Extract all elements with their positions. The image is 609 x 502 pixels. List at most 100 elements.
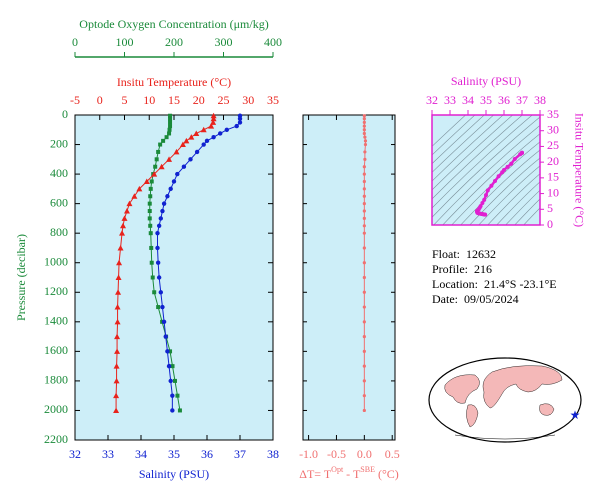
data-point	[362, 202, 366, 206]
isopycnal	[514, 198, 540, 225]
x-axis-title: Salinity (PSU)	[451, 74, 521, 88]
ts-point	[512, 157, 517, 161]
data-point	[362, 120, 366, 124]
data-point	[160, 304, 165, 310]
data-point	[362, 305, 366, 309]
data-point	[113, 407, 120, 413]
data-point	[234, 123, 239, 129]
data-point	[172, 378, 177, 383]
data-point	[362, 261, 366, 265]
x-tick-label: 15	[168, 93, 180, 107]
x-axis-title-part: SBE	[360, 465, 375, 474]
x-tick-label: 37	[234, 447, 246, 461]
data-point	[362, 128, 366, 132]
data-point	[113, 377, 120, 384]
data-point	[156, 223, 162, 228]
data-point	[156, 275, 162, 280]
y-tick-label: 15	[547, 170, 559, 184]
data-point	[152, 290, 157, 295]
data-point	[210, 112, 217, 119]
ts-point	[509, 161, 514, 166]
isopycnal	[433, 125, 540, 225]
data-point	[163, 334, 168, 339]
data-point	[363, 157, 367, 161]
y-tick-label: 200	[50, 136, 68, 150]
x-tick-label: 32	[69, 447, 81, 461]
data-point	[121, 215, 128, 221]
data-point	[148, 186, 153, 191]
data-point	[166, 363, 172, 369]
data-point	[362, 349, 366, 353]
data-point	[170, 408, 175, 413]
x-tick-label: 100	[116, 35, 134, 49]
data-point	[171, 179, 177, 184]
data-point	[170, 393, 175, 398]
y-tick-label: 2000	[44, 402, 68, 416]
ts-point	[489, 183, 494, 188]
isopycnal	[442, 133, 540, 225]
isopycnal	[460, 149, 540, 225]
data-point	[362, 172, 366, 176]
data-point	[165, 194, 170, 199]
isopycnal	[432, 115, 514, 191]
data-point	[194, 149, 200, 155]
data-point	[362, 231, 366, 235]
x-tick-label: 34	[462, 93, 474, 107]
isopycnal	[432, 115, 467, 147]
x-tick-label: -5	[70, 93, 80, 107]
data-point	[155, 260, 161, 265]
data-point	[155, 230, 160, 236]
data-point	[115, 274, 122, 280]
isopycnal	[505, 189, 540, 225]
data-point	[114, 304, 121, 310]
data-point	[168, 378, 173, 384]
isopycnal	[432, 115, 523, 200]
data-point	[115, 289, 122, 295]
float-info-line: Float: 12632	[432, 247, 496, 261]
data-point	[136, 185, 143, 192]
x-tick-label: 0	[97, 93, 103, 107]
data-point	[165, 349, 170, 354]
x-tick-label: 36	[201, 447, 213, 461]
isopycnal	[451, 141, 540, 225]
data-point	[362, 246, 366, 250]
data-point	[204, 138, 210, 144]
x-axis-title-part: Opt	[331, 465, 344, 474]
x-tick-label: 5	[122, 93, 128, 107]
data-point	[362, 114, 366, 118]
y-tick-label: 10	[547, 185, 559, 199]
data-point	[363, 139, 368, 143]
x-tick-label: 30	[242, 93, 254, 107]
data-point	[208, 123, 215, 129]
data-point	[362, 165, 366, 169]
x-tick-label: -0.5	[327, 447, 346, 461]
x-axis-title-part: - T	[343, 467, 361, 481]
data-point	[119, 230, 126, 236]
data-point	[147, 201, 152, 206]
data-point	[149, 245, 154, 250]
data-point	[362, 216, 366, 221]
ts-point	[480, 201, 485, 205]
info-value: 21.4°S -23.1°E	[484, 277, 557, 291]
float-info-line: Location: 21.4°S -23.1°E	[432, 277, 557, 291]
data-point	[362, 179, 366, 184]
data-point	[168, 113, 173, 118]
data-point	[114, 348, 121, 354]
x-tick-label: 20	[193, 93, 205, 107]
ts-point	[485, 188, 490, 193]
x-axis-title: Insitu Temperature (°C)	[117, 75, 231, 89]
data-point	[167, 131, 172, 136]
data-point	[154, 157, 159, 162]
y-tick-label: 30	[547, 122, 559, 136]
data-point	[201, 142, 206, 147]
data-point	[116, 259, 123, 266]
isopycnal	[432, 115, 485, 165]
data-point	[183, 137, 190, 144]
data-point	[147, 209, 152, 214]
data-point	[168, 124, 173, 129]
y-axis-title: Insitu Temperature (°C)	[572, 113, 586, 227]
data-point	[188, 157, 193, 162]
y-tick-label: 35	[547, 107, 559, 121]
data-point	[113, 392, 120, 399]
